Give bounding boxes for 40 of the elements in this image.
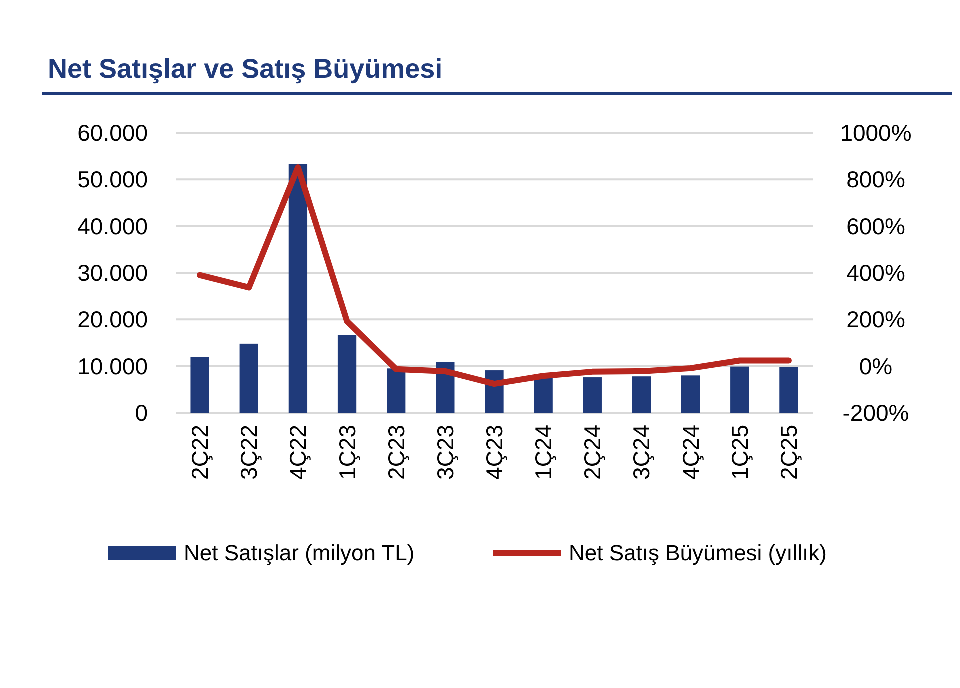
y-tick-label: 10.000 [78,353,148,380]
y2-tick-label: -200% [842,400,910,426]
bar [730,366,750,413]
bar [387,368,406,413]
x-tick-label: 1Ç25 [726,425,753,480]
y-tick-label: 40.000 [78,213,148,240]
legend-label: Net Satışlar (milyon TL) [184,540,415,566]
x-tick-label: 3Ç24 [628,424,655,480]
x-tick-label: 2Ç22 [187,425,214,480]
bar [288,164,308,413]
x-tick-label: 2Ç24 [580,424,606,480]
bar [583,378,602,413]
x-tick-label: 1Ç23 [334,425,360,480]
chart-title: Net Satışlar ve Satış Büyümesi [48,54,443,84]
bar [338,335,357,413]
y2-tick-label: 0% [859,353,893,380]
y2-tick-label: 600% [846,213,906,240]
y2-tick-label: 200% [846,306,906,333]
bar [780,367,798,413]
x-tick-label: 4Ç23 [482,425,508,480]
y2-tick-label: 1000% [840,120,912,146]
y2-tick-label: 400% [846,260,906,286]
x-tick-label: 4Ç22 [285,425,312,480]
y-tick-label: 0 [135,400,148,426]
y2-tick-label: 800% [846,166,906,193]
x-tick-label: 1Ç24 [530,424,557,480]
x-tick-label: 2Ç23 [383,425,410,480]
x-tick-label: 3Ç23 [432,425,458,480]
x-tick-label: 2Ç25 [776,425,802,480]
bar [632,376,652,413]
y-tick-label: 30.000 [78,260,148,286]
x-tick-label: 3Ç22 [236,425,262,480]
y-tick-label: 60.000 [78,120,148,146]
y-tick-label: 20.000 [78,306,148,333]
bar [190,357,210,413]
bar [240,344,258,413]
legend-label: Net Satış Büyümesi (yıllık) [569,540,827,566]
y-tick-label: 50.000 [78,166,148,193]
x-tick-label: 4Ç24 [678,424,704,480]
bar [681,376,700,413]
